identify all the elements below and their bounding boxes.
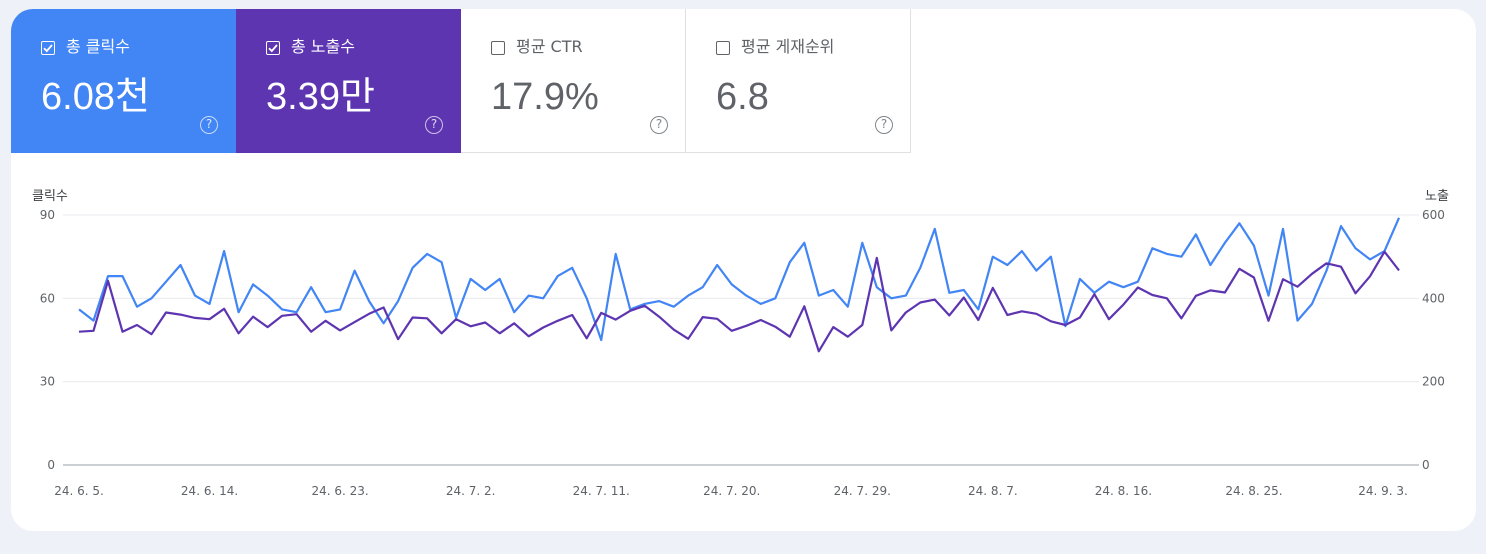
help-icon[interactable]: ? [875,116,893,134]
left-axis-title: 클릭수 [32,189,68,204]
metric-value: 17.9% [491,76,599,118]
x-tick-label: 24. 8. 7. [968,484,1018,498]
help-icon[interactable]: ? [650,116,668,134]
position-checkbox[interactable] [716,41,730,55]
metric-value: 3.39만 [266,76,375,118]
metric-value: 6.08천 [41,76,150,118]
y-right-tick-label: 200 [1422,375,1445,389]
x-tick-label: 24. 7. 20. [703,484,760,498]
x-tick-label: 24. 6. 14. [181,484,238,498]
y-left-tick-label: 60 [40,291,55,305]
help-icon[interactable]: ? [425,116,443,134]
x-tick-label: 24. 6. 5. [54,484,104,498]
y-right-tick-label: 400 [1422,291,1445,305]
help-icon[interactable]: ? [200,116,218,134]
impressions-series-line [78,250,1400,353]
metric-card-total-clicks[interactable]: 총 클릭수 6.08천 ? [11,9,236,153]
clicks-series-line [78,217,1401,342]
y-left-tick-label: 0 [47,458,55,472]
x-tick-label: 24. 7. 2. [446,484,496,498]
metric-card-average-ctr[interactable]: 평균 CTR 17.9% ? [461,9,686,153]
metric-cards: 총 클릭수 6.08천 ? 총 노출수 3.39만 ? 평균 CTR 17.9%… [11,9,911,153]
metric-label: 총 노출수 [291,37,355,56]
clicks-checkbox[interactable] [41,41,55,55]
performance-chart[interactable]: 0 30 60 90 0 200 400 600 24. 6. 5. 24. 6. 14. 24. … [11,9,1476,531]
performance-panel: 총 클릭수 6.08천 ? 총 노출수 3.39만 ? 평균 CTR 17.9%… [11,9,1476,531]
x-tick-label: 24. 8. 25. [1225,484,1282,498]
metric-label: 총 클릭수 [66,37,130,56]
right-axis-title: 노출 [1425,189,1449,204]
metric-label: 평균 게재순위 [741,37,835,56]
y-left-tick-label: 90 [40,208,55,222]
ctr-checkbox[interactable] [491,41,505,55]
metric-label: 평균 CTR [516,37,583,56]
x-tick-label: 24. 7. 11. [573,484,630,498]
y-right-tick-label: 600 [1422,208,1445,222]
x-tick-label: 24. 6. 23. [311,484,368,498]
x-tick-label: 24. 9. 3. [1358,484,1408,498]
metric-card-average-position[interactable]: 평균 게재순위 6.8 ? [686,9,911,153]
x-tick-label: 24. 7. 29. [834,484,891,498]
y-left-tick-label: 30 [40,375,55,389]
x-tick-label: 24. 8. 16. [1095,484,1152,498]
y-right-tick-label: 0 [1422,458,1430,472]
metric-value: 6.8 [716,76,769,118]
metric-card-total-impressions[interactable]: 총 노출수 3.39만 ? [236,9,461,153]
impressions-checkbox[interactable] [266,41,280,55]
